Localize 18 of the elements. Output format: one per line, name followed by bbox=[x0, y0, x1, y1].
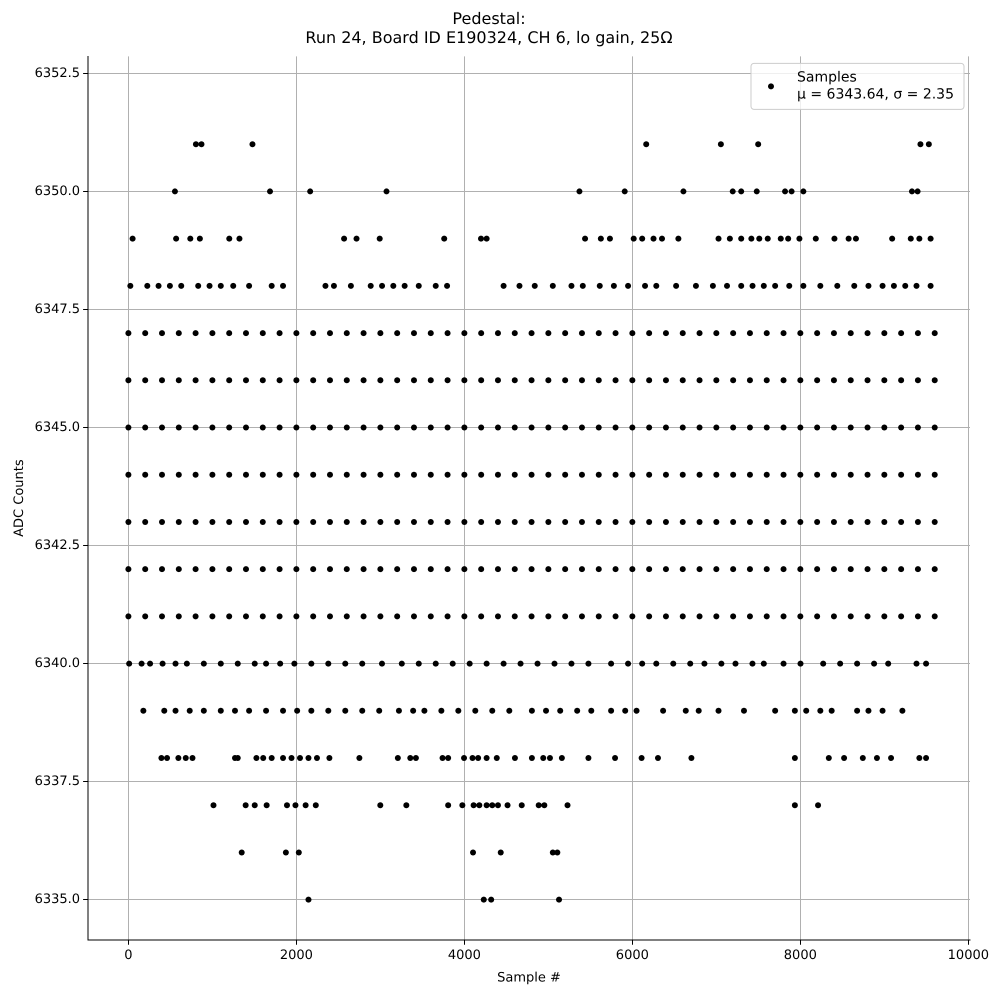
y-tick-label: 6335.0 bbox=[34, 892, 80, 908]
x-axis-title: Sample # bbox=[497, 970, 561, 986]
y-tick-label: 6340.0 bbox=[34, 656, 80, 671]
x-tick-label: 10000 bbox=[948, 948, 989, 963]
y-tick-label: 6342.5 bbox=[34, 538, 80, 553]
legend-label: Samples μ = 6343.64, σ = 2.35 bbox=[796, 70, 954, 103]
y-tick-label: 6347.5 bbox=[34, 302, 80, 317]
x-tick-label: 6000 bbox=[616, 948, 649, 963]
x-tick-label: 0 bbox=[124, 948, 133, 963]
y-tick-label: 6350.0 bbox=[34, 184, 80, 199]
y-tick-label: 6345.0 bbox=[34, 420, 80, 435]
y-tick-label: 6352.5 bbox=[34, 66, 80, 81]
y-tick-label: 6337.5 bbox=[34, 774, 80, 790]
x-tick-label: 4000 bbox=[448, 948, 481, 963]
y-axis-title: ADC Counts bbox=[12, 459, 28, 537]
x-tick-label: 8000 bbox=[784, 948, 817, 963]
chart-title: Pedestal: Run 24, Board ID E190324, CH 6, lo gain, 25Ω bbox=[305, 8, 673, 47]
x-tick-label: 2000 bbox=[280, 948, 313, 963]
